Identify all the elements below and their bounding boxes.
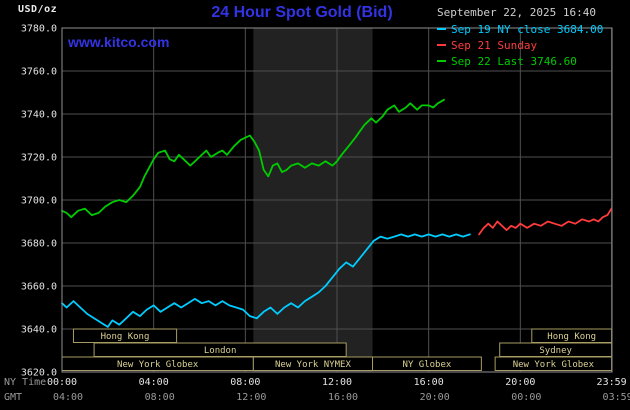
legend-item-0: Sep 19 NY close 3684.00 xyxy=(437,21,603,37)
legend-label: Sep 21 Sunday xyxy=(451,38,538,52)
legend-item-1: Sep 21 Sunday xyxy=(437,37,603,53)
legend-item-2: Sep 22 Last 3746.60 xyxy=(437,53,603,69)
x-axis-gmt-label: 04:00 xyxy=(53,392,83,403)
y-axis-tick-label: 3660.0 xyxy=(21,282,57,293)
legend-label: Sep 19 NY close 3684.00 xyxy=(451,22,604,36)
series-line-sep-21-sunday xyxy=(478,207,613,236)
plot-border xyxy=(61,27,613,373)
y-axis-tick-label: 3740.0 xyxy=(21,110,57,121)
session-box xyxy=(372,356,482,371)
session-label: Hong Kong xyxy=(101,332,150,342)
x-axis-gmt-label: 08:00 xyxy=(145,392,175,403)
x-axis-ny-label: 08:00 xyxy=(230,377,260,388)
x-axis-ny-label: 04:00 xyxy=(139,377,169,388)
session-label: New York NYMEX xyxy=(275,360,351,370)
legend-dash-icon xyxy=(437,28,446,30)
x-axis-ny-label: 12:00 xyxy=(322,377,352,388)
x-axis-gmt-label: 20:00 xyxy=(420,392,450,403)
session-label: Sydney xyxy=(539,346,572,356)
x-axis-ny-label: 00:00 xyxy=(47,377,77,388)
x-axis-gmt-label: 12:00 xyxy=(236,392,266,403)
chart-datetime: September 22, 2025 16:40 xyxy=(437,6,596,19)
y-axis-tick-label: 3640.0 xyxy=(21,325,57,336)
legend-dash-icon xyxy=(437,44,446,46)
ny-time-axis-caption: NY Time xyxy=(4,377,46,388)
y-axis-tick-label: 3780.0 xyxy=(21,24,57,35)
session-label: Hong Kong xyxy=(547,332,596,342)
y-axis-tick-label: 3720.0 xyxy=(21,153,57,164)
series-line-sep-19-ny-close xyxy=(61,233,471,328)
y-axis-tick-label: 3680.0 xyxy=(21,239,57,250)
x-axis-ny-label: 23:59 xyxy=(597,377,627,388)
session-label: New York Globex xyxy=(513,360,595,370)
x-axis-gmt-label: 03:59 xyxy=(603,392,630,403)
x-axis-gmt-label: 16:00 xyxy=(328,392,358,403)
y-axis-unit-label: USD/oz xyxy=(18,4,58,15)
legend-dash-icon xyxy=(437,60,446,62)
x-axis-ny-label: 16:00 xyxy=(414,377,444,388)
series-line-sep-22-last xyxy=(61,98,445,219)
y-axis-tick-label: 3700.0 xyxy=(21,196,57,207)
legend-label: Sep 22 Last 3746.60 xyxy=(451,54,577,68)
session-label: New York Globex xyxy=(117,360,199,370)
session-label: NY Globex xyxy=(403,360,452,370)
chart-title: 24 Hour Spot Gold (Bid) xyxy=(211,4,393,21)
session-label: London xyxy=(204,346,237,356)
chart-legend: Sep 19 NY close 3684.00 Sep 21 Sunday Sep … xyxy=(437,21,603,69)
kitco-watermark-link[interactable]: www.kitco.com xyxy=(68,34,170,50)
x-axis-gmt-label: 00:00 xyxy=(511,392,541,403)
y-axis-tick-label: 3760.0 xyxy=(21,67,57,78)
gmt-axis-caption: GMT xyxy=(4,392,22,403)
x-axis-ny-label: 20:00 xyxy=(505,377,535,388)
y-axis-tick-label: 3620.0 xyxy=(21,368,57,379)
